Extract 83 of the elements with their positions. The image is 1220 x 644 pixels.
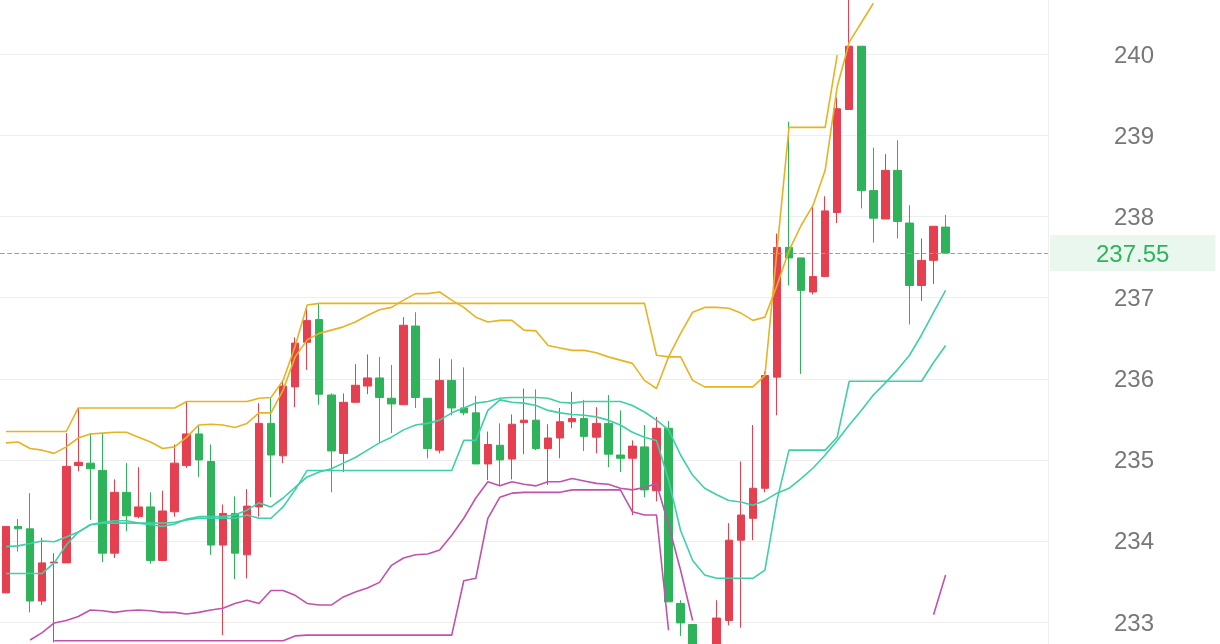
y-tick-label: 240 [1114, 40, 1155, 68]
candlestick [267, 396, 275, 498]
candlestick [833, 96, 841, 224]
candlestick [568, 391, 576, 429]
candlestick [195, 425, 203, 478]
candlestick [98, 432, 107, 563]
y-tick-label: 239 [1114, 121, 1155, 149]
candlestick [676, 599, 685, 637]
candlestick [809, 205, 817, 295]
candlestick [737, 461, 745, 629]
candlestick [146, 491, 155, 565]
candlestick [231, 495, 239, 580]
line-series [5, 2, 875, 455]
candlestick [893, 139, 902, 239]
y-tick-label: 235 [1114, 446, 1155, 474]
candlestick [712, 599, 721, 644]
candlestick [749, 424, 757, 541]
candlestick [484, 431, 492, 481]
candlestick [881, 153, 890, 220]
candlestick [339, 392, 348, 473]
candlestick [652, 416, 661, 502]
candlestick [255, 402, 263, 518]
candlestick [496, 422, 504, 486]
candlestick [375, 356, 384, 444]
candlestick [472, 395, 480, 465]
y-tick-label: 234 [1114, 527, 1155, 555]
candlestick [423, 397, 432, 459]
candlestick [38, 537, 46, 606]
candlestick [2, 525, 10, 594]
candlestick [243, 488, 251, 579]
candlestick [351, 363, 360, 403]
ref-line-label: 237.55 [1096, 239, 1170, 267]
candlestick [604, 394, 613, 468]
candlestick [26, 492, 34, 613]
candlestick [520, 388, 528, 455]
y-tick-label: 233 [1114, 608, 1155, 636]
candlestick [640, 424, 649, 498]
candlestick [74, 407, 83, 472]
candlestick [363, 353, 372, 395]
candlestick [797, 257, 805, 375]
candlestick [158, 490, 167, 562]
candlestick [447, 358, 456, 416]
candlestick [869, 147, 878, 244]
candlestick [845, 0, 853, 110]
candlestick [14, 518, 22, 553]
candlestick [435, 358, 444, 454]
candlestick [544, 423, 552, 486]
candlestick [327, 392, 336, 493]
candlestick [134, 466, 143, 519]
candlestick [50, 552, 58, 643]
y-tick-label: 236 [1114, 365, 1155, 393]
candlestick [532, 388, 540, 451]
candlestick [460, 366, 468, 416]
candlestick [941, 214, 950, 254]
candlestick [664, 420, 673, 603]
candlestick [315, 303, 323, 406]
candlestick [905, 204, 914, 325]
candlestick [929, 225, 938, 285]
candlestick [86, 432, 95, 521]
candlestick [110, 478, 119, 559]
candlestick [170, 443, 179, 518]
candlestick [207, 443, 215, 556]
candlestick [62, 432, 71, 564]
candlestick [857, 45, 866, 209]
candlestick [773, 233, 781, 416]
candlestick [688, 624, 697, 644]
candlestick [387, 364, 396, 434]
candlestick [580, 399, 588, 452]
candlestick [182, 400, 191, 469]
candlestick [122, 462, 131, 532]
candlestick [411, 311, 420, 409]
candlestick [508, 413, 516, 480]
candlestick [399, 316, 408, 406]
candlestick [592, 406, 601, 454]
candlestick [628, 439, 637, 516]
candlestick [725, 522, 733, 626]
y-tick-label: 237 [1114, 284, 1155, 312]
candlestick [556, 407, 564, 459]
candlestick [219, 503, 227, 636]
candlestick [616, 409, 625, 473]
y-tick-label: 238 [1114, 203, 1155, 231]
candlestick [821, 195, 829, 278]
candlestick [917, 237, 926, 302]
